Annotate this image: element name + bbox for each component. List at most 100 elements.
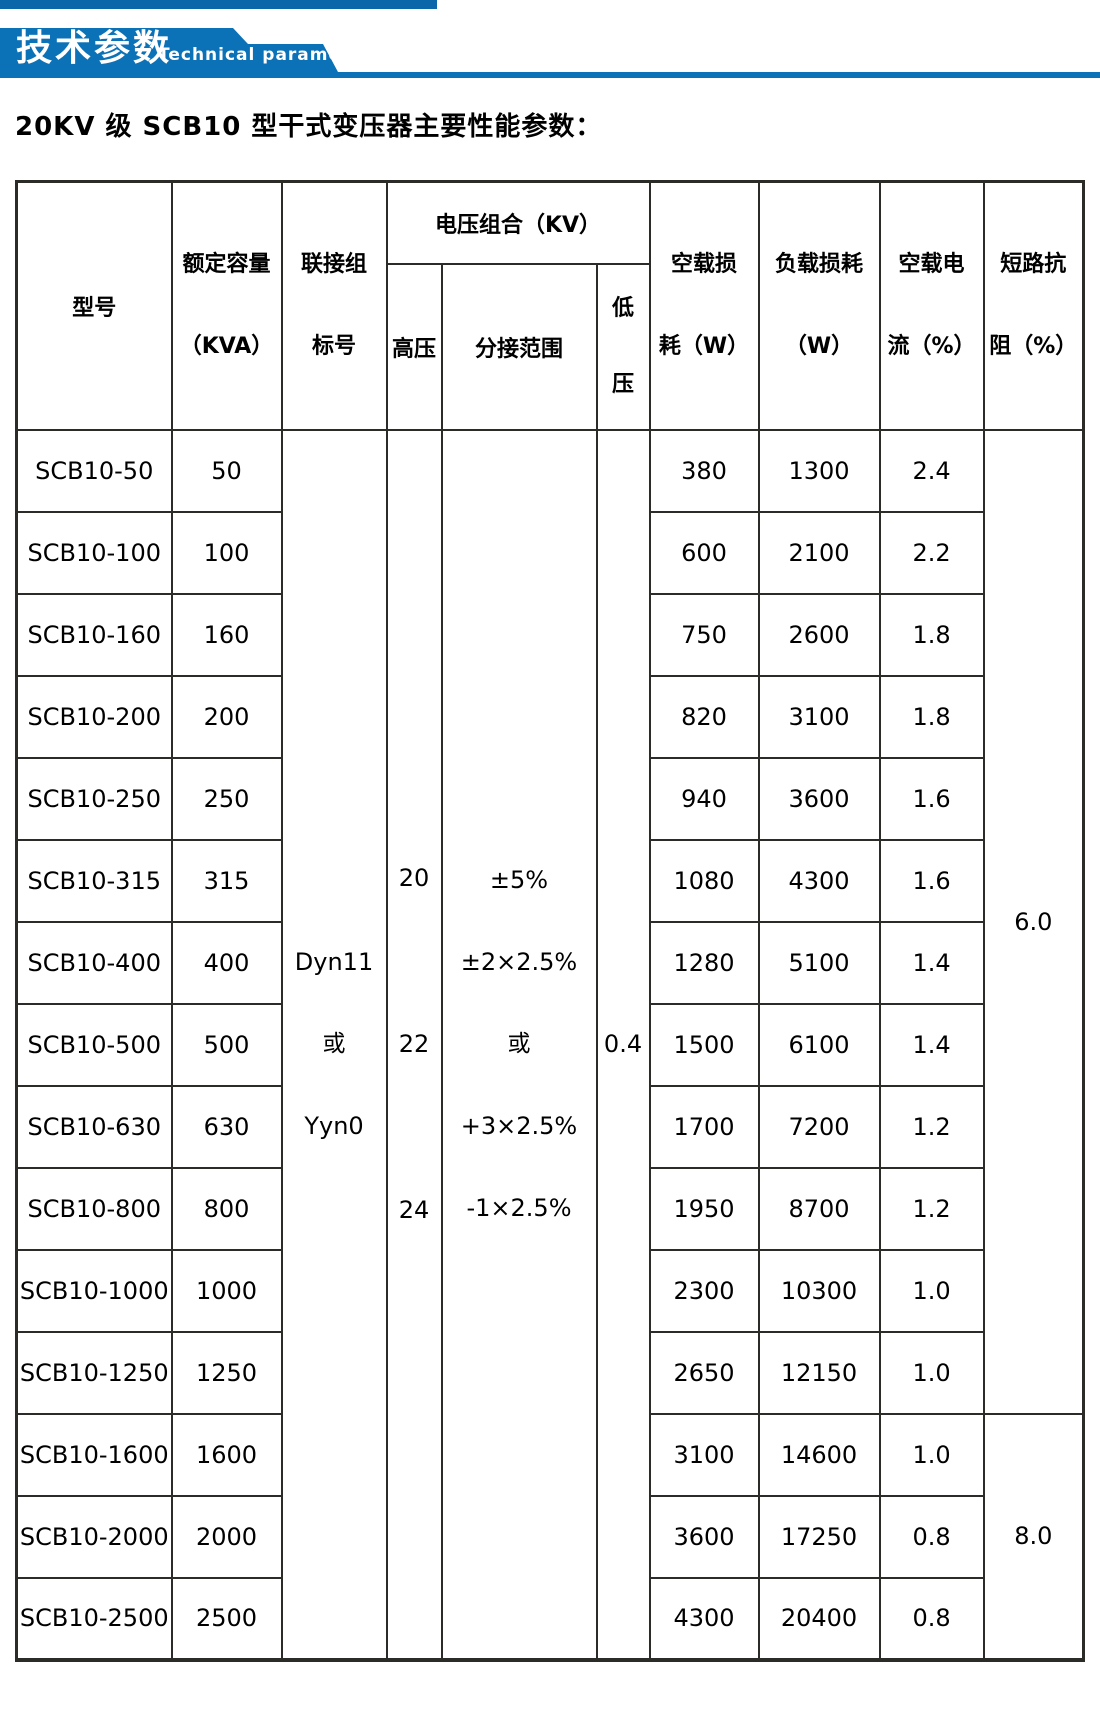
header-model: 型号 — [15, 180, 173, 431]
page-title: 20KV 级 SCB10 型干式变压器主要性能参数： — [15, 112, 603, 142]
table-row: SCB10-50 50 Dyn11 或 Yyn0 20 22 24 ±5% — [15, 428, 1085, 1661]
load-loss-cell: 3100 — [757, 674, 881, 759]
no-load-current-cell: 1.0 — [878, 1330, 985, 1415]
no-load-loss-cell: 750 — [648, 592, 760, 677]
no-load-current-cell: 1.6 — [878, 838, 985, 923]
table-row: SCB10-250 250 940 3600 1.6 — [15, 756, 1084, 841]
load-loss-cell: 4300 — [757, 838, 881, 923]
header-lv: 低 压 — [595, 262, 651, 431]
model-cell: SCB10-1600 — [15, 1412, 173, 1497]
no-load-loss-cell: 1080 — [648, 838, 760, 923]
capacity-cell: 1000 — [170, 1248, 283, 1333]
load-loss-cell: 12150 — [757, 1330, 881, 1415]
no-load-current-cell: 1.8 — [878, 674, 985, 759]
no-load-loss-cell: 820 — [648, 674, 760, 759]
model-cell: SCB10-160 — [15, 592, 173, 677]
table-row: SCB10-2000 2000 3600 17250 0.8 — [15, 1494, 1084, 1579]
table-row: SCB10-200 200 820 3100 1.8 — [15, 674, 1084, 759]
load-loss-cell: 17250 — [757, 1494, 881, 1579]
model-cell: SCB10-630 — [15, 1084, 173, 1169]
header-no-load-current: 空载电 流（%） — [878, 180, 985, 431]
no-load-current-cell: 1.0 — [878, 1412, 985, 1497]
capacity-cell: 50 — [170, 428, 283, 513]
capacity-cell: 1600 — [170, 1412, 283, 1497]
header-row-1: 型号 额定容量 （KVA） 联接组 标号 电压组合（KV） 空载损 耗（W） 负… — [15, 180, 1085, 431]
no-load-loss-cell: 3600 — [648, 1494, 760, 1579]
load-loss-cell: 20400 — [757, 1576, 881, 1661]
header-capacity: 额定容量 （KVA） — [170, 180, 283, 431]
model-cell: SCB10-200 — [15, 674, 173, 759]
capacity-cell: 800 — [170, 1166, 283, 1251]
header-hv: 高压 — [385, 262, 443, 431]
header-connection: 联接组 标号 — [280, 180, 388, 431]
lv-merged-cell: 0.4 — [595, 428, 651, 1661]
load-loss-cell: 1300 — [757, 428, 881, 513]
model-cell: SCB10-1000 — [15, 1248, 173, 1333]
no-load-current-cell: 1.8 — [878, 592, 985, 677]
spec-table: 型号 额定容量 （KVA） 联接组 标号 电压组合（KV） 空载损 耗（W） 负… — [15, 180, 1086, 1662]
capacity-cell: 250 — [170, 756, 283, 841]
load-loss-cell: 2100 — [757, 510, 881, 595]
no-load-current-cell: 1.2 — [878, 1084, 985, 1169]
model-cell: SCB10-250 — [15, 756, 173, 841]
banner-top-strip — [0, 0, 437, 9]
no-load-loss-cell: 600 — [648, 510, 760, 595]
banner: 技术参数 Technical parameter — [0, 0, 1100, 80]
load-loss-cell: 7200 — [757, 1084, 881, 1169]
no-load-current-cell: 0.8 — [878, 1494, 985, 1579]
table-row: SCB10-500 500 1500 6100 1.4 — [15, 1002, 1084, 1087]
no-load-loss-cell: 1700 — [648, 1084, 760, 1169]
no-load-current-cell: 1.6 — [878, 756, 985, 841]
header-impedance: 短路抗 阻（%） — [982, 180, 1085, 431]
no-load-loss-cell: 1280 — [648, 920, 760, 1005]
model-cell: SCB10-1250 — [15, 1330, 173, 1415]
load-loss-cell: 5100 — [757, 920, 881, 1005]
capacity-cell: 500 — [170, 1002, 283, 1087]
no-load-current-cell: 2.4 — [878, 428, 985, 513]
header-row-2: 高压 分接范围 低 压 — [17, 262, 1084, 431]
model-cell: SCB10-2500 — [15, 1576, 173, 1661]
no-load-current-cell: 1.2 — [878, 1166, 985, 1251]
table-row: SCB10-1250 1250 2650 12150 1.0 — [15, 1330, 1084, 1415]
no-load-loss-cell: 1500 — [648, 1002, 760, 1087]
load-loss-cell: 3600 — [757, 756, 881, 841]
model-cell: SCB10-800 — [15, 1166, 173, 1251]
no-load-loss-cell: 380 — [648, 428, 760, 513]
no-load-current-cell: 0.8 — [878, 1576, 985, 1661]
load-loss-cell: 10300 — [757, 1248, 881, 1333]
capacity-cell: 315 — [170, 838, 283, 923]
no-load-current-cell: 1.4 — [878, 1002, 985, 1087]
load-loss-cell: 8700 — [757, 1166, 881, 1251]
banner-subtitle: Technical parameter — [158, 45, 373, 65]
capacity-cell: 2000 — [170, 1494, 283, 1579]
table-row: SCB10-315 315 1080 4300 1.6 — [15, 838, 1084, 923]
hv-merged-cell: 20 22 24 — [385, 428, 443, 1661]
no-load-loss-cell: 2650 — [648, 1330, 760, 1415]
capacity-cell: 400 — [170, 920, 283, 1005]
capacity-cell: 2500 — [170, 1576, 283, 1661]
capacity-cell: 100 — [170, 510, 283, 595]
load-loss-cell: 6100 — [757, 1002, 881, 1087]
model-cell: SCB10-500 — [15, 1002, 173, 1087]
header-voltage-combo: 电压组合（KV） — [385, 180, 651, 265]
impedance-merged-cell-bottom: 8.0 — [982, 1412, 1085, 1661]
banner-shape — [0, 0, 1100, 78]
no-load-loss-cell: 4300 — [648, 1576, 760, 1661]
no-load-current-cell: 2.2 — [878, 510, 985, 595]
header-tap-range: 分接范围 — [440, 262, 598, 431]
capacity-cell: 630 — [170, 1084, 283, 1169]
model-cell: SCB10-400 — [15, 920, 173, 1005]
model-cell: SCB10-100 — [15, 510, 173, 595]
banner-ribbon — [0, 28, 1100, 78]
header-no-load-loss: 空载损 耗（W） — [648, 180, 760, 431]
table-row: SCB10-1000 1000 2300 10300 1.0 — [15, 1248, 1084, 1333]
no-load-loss-cell: 940 — [648, 756, 760, 841]
load-loss-cell: 14600 — [757, 1412, 881, 1497]
banner-title: 技术参数 — [16, 28, 173, 69]
capacity-cell: 160 — [170, 592, 283, 677]
table-row: SCB10-800 800 1950 8700 1.2 — [15, 1166, 1084, 1251]
tap-range-merged-cell: ±5% ±2×2.5% 或 +3×2.5% -1×2.5% — [440, 428, 598, 1661]
model-cell: SCB10-315 — [15, 838, 173, 923]
header-load-loss: 负载损耗 （W） — [757, 180, 881, 431]
